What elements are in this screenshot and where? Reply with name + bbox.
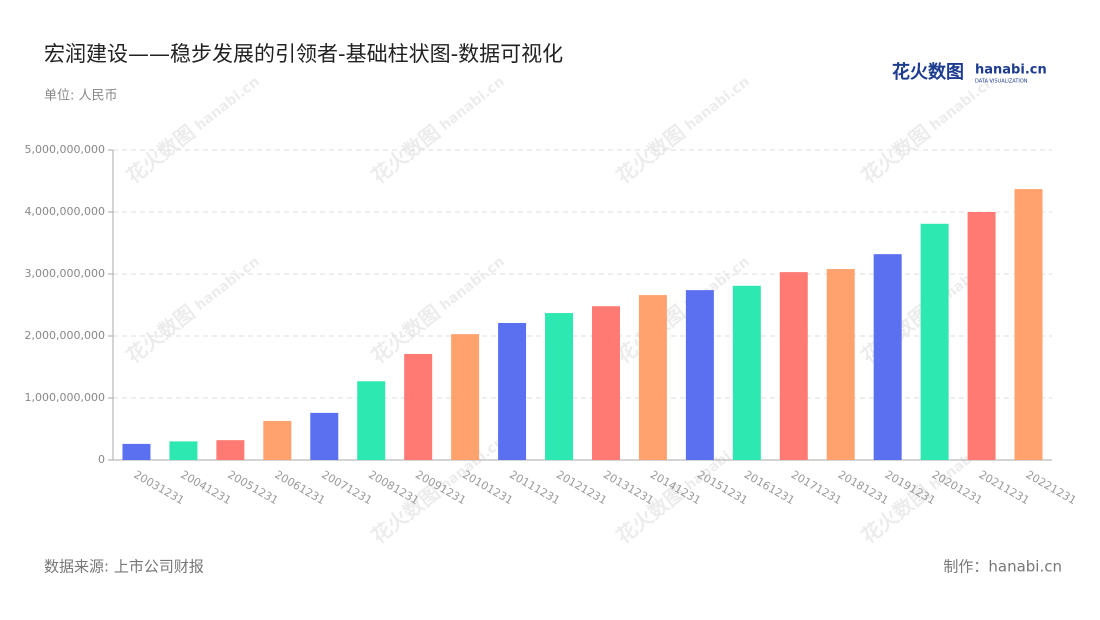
bar (498, 322, 527, 460)
y-tick-label: 1,000,000,000 (25, 391, 105, 404)
bar (638, 295, 667, 460)
bar (545, 313, 574, 460)
source: 数据来源: 上市公司财报 (44, 558, 204, 576)
y-tick-label: 0 (98, 453, 105, 466)
bar (591, 306, 620, 460)
bar (967, 212, 996, 460)
y-tick-label: 2,000,000,000 (25, 329, 105, 342)
logo-brand: 花火数图 (892, 61, 964, 83)
chart-title: 宏润建设——稳步发展的引领者-基础柱状图-数据可视化 (44, 42, 563, 66)
y-tick-label: 5,000,000,000 (25, 143, 105, 156)
bar (263, 420, 292, 460)
bar (779, 272, 808, 460)
bar (1014, 189, 1043, 460)
bar (357, 381, 386, 460)
chart-subtitle: 单位: 人民币 (44, 89, 118, 104)
bar (122, 443, 151, 460)
y-tick-label: 3,000,000,000 (25, 267, 105, 280)
bar (826, 269, 855, 460)
bar (732, 285, 761, 460)
credit: 制作：hanabi.cn (943, 558, 1062, 576)
bar (920, 223, 949, 460)
bar (873, 254, 902, 460)
logo: 花火数图 hanabi.cn DATA VISUALIZATION (892, 61, 1047, 85)
logo-tagline: DATA VISUALIZATION (975, 79, 1028, 85)
bar (310, 412, 339, 460)
bar (451, 334, 480, 460)
bar (685, 290, 714, 460)
bar (216, 440, 245, 460)
bar (169, 441, 198, 460)
y-tick-label: 4,000,000,000 (25, 205, 105, 218)
bar (404, 353, 433, 460)
logo-site: hanabi.cn (975, 63, 1047, 78)
